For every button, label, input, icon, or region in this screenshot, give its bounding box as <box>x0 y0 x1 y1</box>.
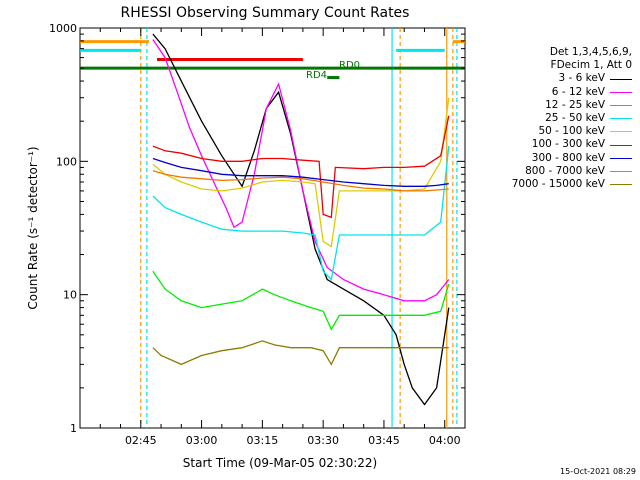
legend-swatch <box>610 144 632 146</box>
legend-header-line-1: Det 1,3,4,5,6,9, <box>549 46 632 58</box>
annotation-rd0: RD0 <box>339 60 360 71</box>
legend-entry-label: 25 - 50 keV <box>545 112 605 125</box>
series-line-7 <box>152 170 449 192</box>
legend-swatch <box>610 170 632 172</box>
legend-entry: 50 - 100 keV <box>462 125 632 138</box>
legend-swatch <box>610 184 632 186</box>
chart-title: RHESSI Observing Summary Count Rates <box>121 5 410 21</box>
series-line-5 <box>152 115 450 219</box>
legend-entry-label: 6 - 12 keV <box>551 85 605 98</box>
y-tick-label-1: 10 <box>63 289 77 302</box>
x-tick-label-4: 03:45 <box>368 434 400 447</box>
legend-entry: 6 - 12 keV <box>462 86 632 99</box>
series-line-2 <box>152 270 450 331</box>
legend: Det 1,3,4,5,6,9, FDecim 1, Att 0 3 - 6 k… <box>462 46 632 191</box>
x-tick-label-0: 02:45 <box>125 434 157 447</box>
legend-swatch <box>610 131 632 133</box>
legend-entry: 800 - 7000 keV <box>462 165 632 178</box>
legend-swatch <box>610 157 632 159</box>
legend-entry: 100 - 300 keV <box>462 138 632 151</box>
timestamp: 15-Oct-2021 08:29 <box>560 467 636 476</box>
series-line-0 <box>152 33 450 406</box>
legend-entry-label: 12 - 25 keV <box>545 98 605 111</box>
legend-entry-label: 7000 - 15000 keV <box>511 178 605 191</box>
x-axis-label: Start Time (09-Mar-05 02:30:22) <box>183 456 377 470</box>
legend-header-line-2: FDecim 1, Att 0 <box>550 59 632 72</box>
y-axis-label: Count Rate (s⁻¹ detector⁻¹) <box>26 146 40 309</box>
legend-entry-label: 3 - 6 keV <box>558 72 605 85</box>
plot-frame <box>79 27 466 429</box>
legend-entry-label: 100 - 300 keV <box>531 138 605 151</box>
series-line-6 <box>152 157 449 187</box>
legend-swatch <box>610 104 632 106</box>
legend-entry: 12 - 25 keV <box>462 99 632 112</box>
y-tick-label-3: 1000 <box>49 22 77 35</box>
y-tick-label-0: 1 <box>70 422 77 435</box>
annotation-rd4: RD4 <box>306 70 327 81</box>
legend-entry: 7000 - 15000 keV <box>462 178 632 191</box>
x-tick-label-2: 03:15 <box>247 434 279 447</box>
series-line-4 <box>152 97 450 248</box>
series-line-8 <box>152 340 449 366</box>
legend-swatch <box>610 78 632 80</box>
legend-entry: 25 - 50 keV <box>462 112 632 125</box>
series-line-3 <box>152 146 450 281</box>
y-tick-label-2: 100 <box>56 155 77 168</box>
legend-entry-label: 300 - 800 keV <box>531 151 605 164</box>
legend-swatch <box>610 118 632 120</box>
series-line-1 <box>152 39 450 302</box>
legend-entry: 3 - 6 keV <box>462 72 632 85</box>
x-tick-label-5: 04:00 <box>429 434 461 447</box>
legend-entry: 300 - 800 keV <box>462 152 632 165</box>
x-tick-label-3: 03:30 <box>307 434 339 447</box>
x-tick-label-1: 03:00 <box>186 434 218 447</box>
legend-entry-label: 50 - 100 keV <box>538 125 605 138</box>
legend-swatch <box>610 91 632 93</box>
legend-entry-label: 800 - 7000 keV <box>525 164 605 177</box>
